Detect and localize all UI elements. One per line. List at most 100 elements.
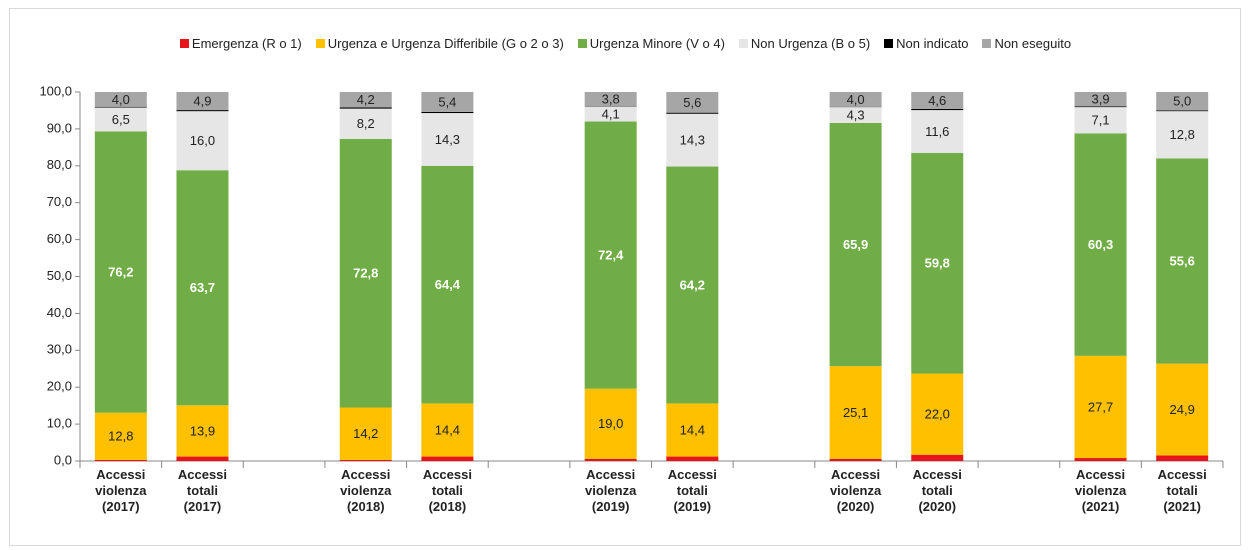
legend-swatch xyxy=(738,39,748,48)
bar-segment xyxy=(911,92,964,109)
x-tick-label: Accessi violenza (2017) xyxy=(95,467,147,514)
value-label: 4,9 xyxy=(193,93,211,108)
value-label: 55,6 xyxy=(1170,253,1195,268)
bar-segment xyxy=(1074,107,1127,134)
legend-item: Non eseguito xyxy=(982,36,1071,51)
bar-segment xyxy=(584,121,637,389)
value-label: 4,1 xyxy=(602,106,620,121)
bar-segment xyxy=(666,403,719,457)
bar-segment xyxy=(339,407,392,460)
bar-segment xyxy=(584,458,637,461)
bar-segment xyxy=(1156,158,1209,364)
bar-segment xyxy=(421,92,474,112)
y-tick-label: 40,0 xyxy=(47,305,72,320)
bar-segment xyxy=(1156,111,1209,159)
value-label: 11,6 xyxy=(925,124,949,139)
value-label: 14,4 xyxy=(680,422,705,437)
bar-segment xyxy=(584,106,637,122)
bar-segment xyxy=(666,112,719,114)
bar-segment xyxy=(94,412,147,460)
value-label: 72,4 xyxy=(598,248,624,263)
value-label: 65,9 xyxy=(843,237,868,252)
bar-segment xyxy=(1074,133,1127,356)
legend-item: Urgenza Minore (V o 4) xyxy=(577,36,725,51)
bar-segment xyxy=(666,166,719,404)
value-label: 22,0 xyxy=(925,407,950,422)
bar-segment xyxy=(339,92,392,108)
legend-item: Emergenza (R o 1) xyxy=(179,36,302,51)
bar-segment xyxy=(829,366,882,459)
value-label: 64,4 xyxy=(435,277,461,292)
y-tick-label: 50,0 xyxy=(47,268,72,283)
bar-segment xyxy=(1074,92,1127,107)
value-label: 5,6 xyxy=(683,95,701,110)
value-label: 14,3 xyxy=(435,132,460,147)
legend-item: Non Urgenza (B o 5) xyxy=(738,36,871,51)
y-tick-label: 20,0 xyxy=(47,379,72,394)
y-tick-label: 60,0 xyxy=(47,231,72,246)
bar-segment xyxy=(1074,458,1127,461)
value-label: 27,7 xyxy=(1088,399,1113,414)
x-tick-label: Accessi violenza (2019) xyxy=(585,467,637,514)
value-label: 6,5 xyxy=(112,112,130,127)
x-tick-label: Accessi totali (2020) xyxy=(912,467,962,514)
legend: Emergenza (R o 1) Urgenza e Urgenza Diffe… xyxy=(0,36,1251,51)
bar-segment xyxy=(176,92,229,111)
value-label: 12,8 xyxy=(108,429,133,444)
legend-label: Urgenza Minore (V o 4) xyxy=(589,36,725,51)
bar-segment xyxy=(421,113,474,166)
bar-segment xyxy=(421,403,474,457)
legend-label: Non eseguito xyxy=(994,36,1072,51)
value-label: 3,9 xyxy=(1091,92,1109,107)
bar-segment xyxy=(339,107,392,109)
legend-label: Non Urgenza (B o 5) xyxy=(750,36,871,51)
value-label: 5,4 xyxy=(438,94,456,109)
bar-segment xyxy=(1156,110,1209,112)
x-tick-label: Accessi violenza (2018) xyxy=(340,467,392,514)
value-label: 4,3 xyxy=(847,108,865,123)
bar-segment xyxy=(176,111,229,171)
value-label: 19,0 xyxy=(598,416,623,431)
bar-segment xyxy=(94,107,147,132)
bar-segment xyxy=(584,388,637,459)
bar-segment xyxy=(911,110,964,153)
bar-segment xyxy=(176,456,229,461)
bar-segment xyxy=(176,405,229,457)
bar-segment xyxy=(176,110,229,112)
legend-item: Non indicato xyxy=(884,36,968,51)
bar-segment xyxy=(339,108,392,139)
bar-segment xyxy=(1156,363,1209,456)
legend-swatch xyxy=(982,39,992,48)
value-label: 76,2 xyxy=(108,265,133,280)
bar-segment xyxy=(176,170,229,406)
bar-segment xyxy=(829,107,882,123)
bar-segment xyxy=(829,122,882,367)
y-tick-label: 80,0 xyxy=(47,157,72,172)
y-tick-label: 10,0 xyxy=(47,416,72,431)
value-label: 4,6 xyxy=(928,93,946,108)
bar-segment xyxy=(1074,106,1127,108)
value-label: 16,0 xyxy=(190,133,215,148)
value-label: 60,3 xyxy=(1088,237,1113,252)
value-label: 59,8 xyxy=(925,256,950,271)
legend-item: Urgenza e Urgenza Differibile (G o 2 o 3… xyxy=(315,36,564,51)
value-label: 14,3 xyxy=(680,133,705,148)
legend-swatch xyxy=(179,39,189,48)
value-label: 13,9 xyxy=(190,423,215,438)
bar-segment xyxy=(94,459,147,461)
legend-label: Urgenza e Urgenza Differibile (G o 2 o 3… xyxy=(327,36,564,51)
value-label: 4,0 xyxy=(847,92,865,107)
value-label: 4,2 xyxy=(357,92,375,107)
bar-segment xyxy=(911,454,964,461)
value-label: 64,2 xyxy=(680,277,705,292)
bar-segment xyxy=(911,108,964,111)
frame xyxy=(9,8,1241,546)
value-label: 25,1 xyxy=(843,405,868,420)
legend-label: Emergenza (R o 1) xyxy=(191,36,302,51)
y-tick-label: 100,0 xyxy=(39,83,72,98)
bar-segment xyxy=(94,92,147,107)
bar-segment xyxy=(94,106,147,108)
legend-swatch xyxy=(315,39,325,48)
bar-segment xyxy=(421,111,474,114)
